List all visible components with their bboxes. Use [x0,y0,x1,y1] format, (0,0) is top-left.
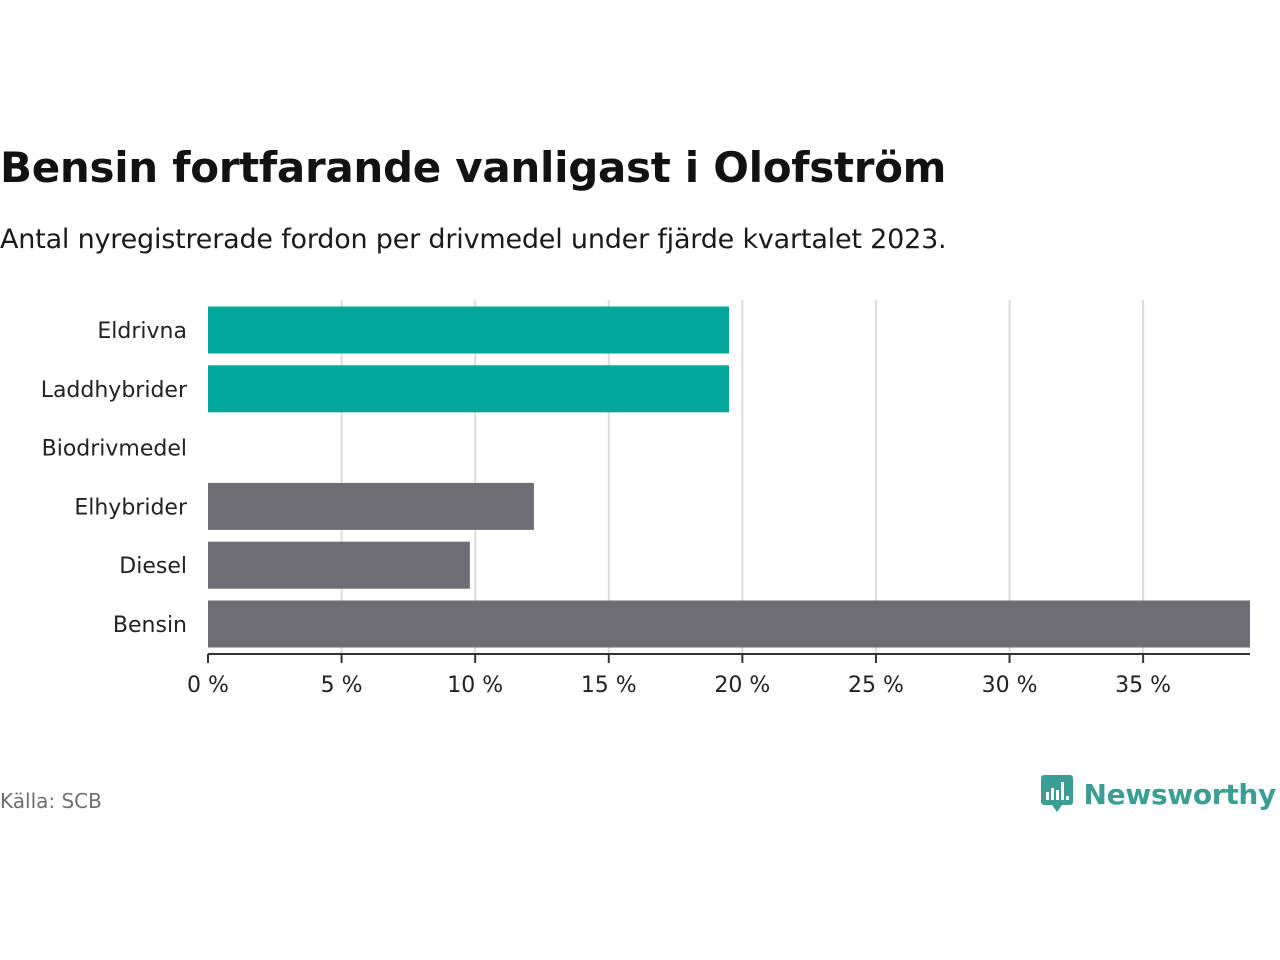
chart-subtitle: Antal nyregistrerade fordon per drivmede… [0,224,947,255]
bar-elhybrider [208,482,534,530]
x-tick-label-15: 15 % [581,673,637,698]
bar-bensin [208,600,1250,648]
category-label-biodrivmedel: Biodrivmedel [42,437,187,462]
x-tick-label-10: 10 % [447,673,503,698]
x-tick-label-30: 30 % [982,673,1038,698]
category-label-elhybrider: Elhybrider [74,495,188,520]
x-tick-label-5: 5 % [321,673,363,698]
source-note: Källa: SCB [0,789,102,813]
bar-diesel [208,541,470,589]
x-tick-label-20: 20 % [714,673,770,698]
bar-eldrivna [208,306,729,354]
newsworthy-logo-icon [1040,775,1073,812]
bar-chart: Eldrivna Laddhybrider Biodrivmedel Elhybrid… [41,300,1250,698]
brand-logo[interactable]: Newsworthy [1040,774,1276,814]
category-label-diesel: Diesel [119,554,187,579]
x-tick-label-25: 25 % [848,673,904,698]
x-tick-label-0: 0 % [187,673,229,698]
brand-name: Newsworthy [1083,777,1277,811]
bar-laddhybrider [208,365,729,413]
chart-title: Bensin fortfarande vanligast i Olofström [0,143,947,192]
x-tick-label-35: 35 % [1115,673,1171,698]
category-label-bensin: Bensin [113,613,187,638]
category-label-eldrivna: Eldrivna [97,319,187,344]
category-label-laddhybrider: Laddhybrider [41,378,188,403]
